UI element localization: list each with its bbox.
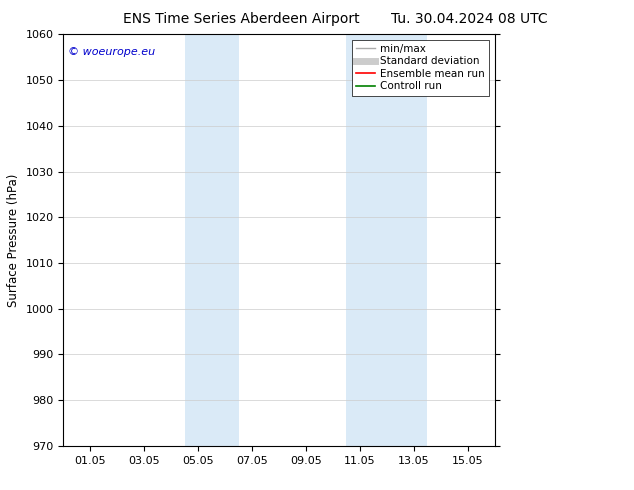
Text: © woeurope.eu: © woeurope.eu	[68, 47, 155, 57]
Legend: min/max, Standard deviation, Ensemble mean run, Controll run: min/max, Standard deviation, Ensemble me…	[353, 40, 489, 96]
Bar	[346, 34, 427, 446]
Y-axis label: Surface Pressure (hPa): Surface Pressure (hPa)	[7, 173, 20, 307]
Text: ENS Time Series Aberdeen Airport: ENS Time Series Aberdeen Airport	[122, 12, 359, 26]
Bar	[184, 34, 238, 446]
Text: Tu. 30.04.2024 08 UTC: Tu. 30.04.2024 08 UTC	[391, 12, 548, 26]
